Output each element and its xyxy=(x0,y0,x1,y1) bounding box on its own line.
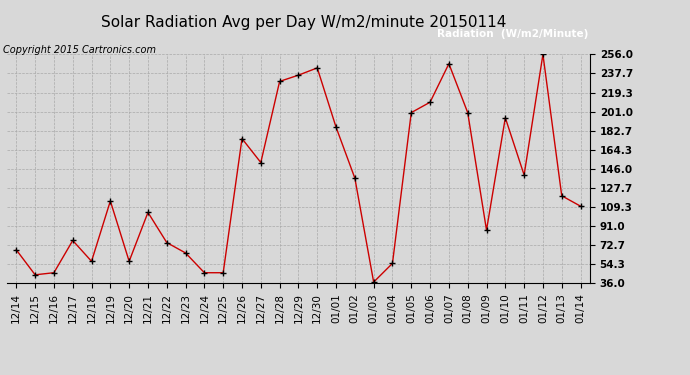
Text: Radiation  (W/m2/Minute): Radiation (W/m2/Minute) xyxy=(437,29,588,39)
Text: Solar Radiation Avg per Day W/m2/minute 20150114: Solar Radiation Avg per Day W/m2/minute … xyxy=(101,15,506,30)
Text: Copyright 2015 Cartronics.com: Copyright 2015 Cartronics.com xyxy=(3,45,157,55)
